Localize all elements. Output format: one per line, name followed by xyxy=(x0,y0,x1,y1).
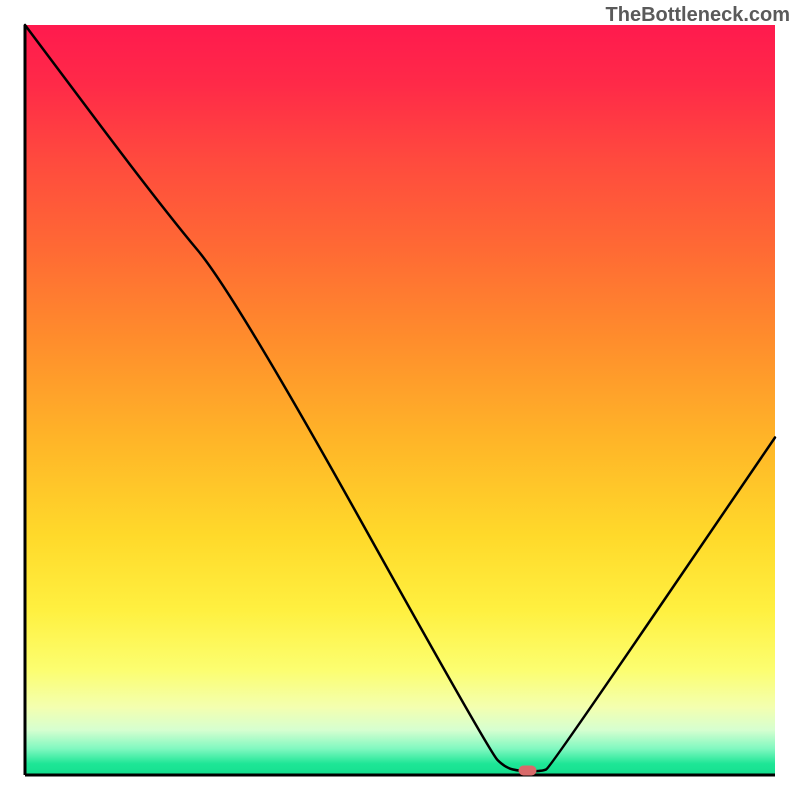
bottleneck-chart xyxy=(0,0,800,800)
chart-container: TheBottleneck.com xyxy=(0,0,800,800)
watermark-text: TheBottleneck.com xyxy=(606,4,790,27)
